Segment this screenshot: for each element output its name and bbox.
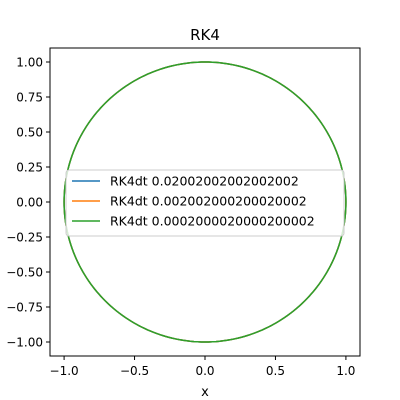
legend-box — [65, 169, 345, 237]
legend-label-1: RK4dt 0.02002002002002002 — [110, 174, 299, 189]
y-tick-label: −0.75 — [6, 301, 43, 315]
legend-label-3: RK4dt 0.0002000020000200002 — [110, 214, 315, 229]
series-line-3 — [63, 61, 347, 343]
legend-label-2: RK4dt 0.002002000200020002 — [110, 194, 307, 209]
series-layer — [63, 61, 347, 343]
x-axis-label: x — [201, 385, 209, 400]
y-tick-label: 0.25 — [16, 161, 43, 175]
x-ticks: −1.0 −0.5 0.0 0.5 1.0 — [50, 356, 355, 378]
plot-area — [63, 61, 347, 343]
y-tick-label: −1.00 — [6, 336, 43, 350]
y-tick-label: 0.50 — [16, 126, 43, 140]
y-tick-label: 0.75 — [16, 91, 43, 105]
y-tick-label: 1.00 — [16, 56, 43, 70]
x-tick-label: 0.0 — [195, 364, 214, 378]
x-tick-label: −0.5 — [120, 364, 149, 378]
legend: RK4dt 0.02002002002002002 RK4dt 0.0020020… — [65, 169, 345, 237]
chart-title: RK4 — [190, 26, 220, 44]
y-ticks: 1.00 0.75 0.50 0.25 0.00 −0.25 −0.50 −0.75 −1.00 — [6, 56, 50, 350]
x-tick-label: −1.0 — [50, 364, 79, 378]
x-tick-label: 0.5 — [266, 364, 285, 378]
y-tick-label: −0.50 — [6, 266, 43, 280]
y-tick-label: 0.00 — [16, 196, 43, 210]
y-tick-label: −0.25 — [6, 231, 43, 245]
x-tick-label: 1.0 — [336, 364, 355, 378]
